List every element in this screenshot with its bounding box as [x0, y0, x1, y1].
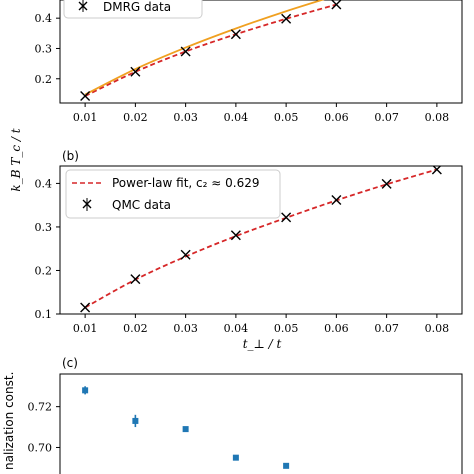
series-1-point-4-stroke-2	[281, 212, 292, 223]
panel-c-series	[82, 386, 290, 469]
series-2-line	[84, 0, 325, 96]
y-tick-label-0: 0.2	[35, 73, 53, 86]
y-tick-label-1: 0.3	[35, 42, 53, 55]
series-1-point-2	[180, 249, 191, 260]
data-point-0	[82, 387, 89, 394]
panel-a-frame	[59, 0, 463, 104]
data-point-3	[232, 454, 239, 461]
panel-a-series	[80, 0, 342, 102]
panel-b: (b) 0.10.20.30.4 0.01 0.02 0.03 0.04 0.05 0.0…	[35, 149, 463, 351]
series-1-point-0	[80, 302, 91, 313]
x-tick-label-0: 0.01	[73, 111, 98, 124]
y-tick-label-2: 0.3	[35, 221, 53, 234]
x-tick-label-0: 0.01	[73, 322, 98, 335]
data-point-1	[132, 417, 139, 424]
x-tick-label-4: 0.05	[274, 111, 299, 124]
series-1-point-5	[331, 194, 342, 205]
series-1-point-7	[431, 166, 442, 175]
panel-b-frame	[59, 165, 463, 315]
plot-area	[80, 166, 442, 313]
x-tick-label-3: 0.04	[224, 111, 249, 124]
y-tick-label-1: 0.72	[28, 401, 53, 414]
panel-b-legend-box	[65, 169, 281, 219]
series-0-point-5-stroke-2	[331, 0, 342, 10]
series-0-point-1	[130, 66, 141, 77]
series-0-point-0	[80, 91, 91, 102]
x-tick-label-6: 0.07	[374, 111, 399, 124]
series-0-point-4-stroke-2	[281, 13, 292, 24]
x-tick-label-7: 0.08	[425, 322, 450, 335]
series-0-point-3-stroke-2	[230, 29, 241, 40]
y-tick-label-0: 0.1	[35, 308, 53, 321]
series-0-point-0-stroke-2	[80, 91, 91, 102]
panel-c-y-ticks: 0.70 0.72	[28, 401, 60, 454]
legend-label-dmrg: DMRG data	[103, 0, 171, 14]
panel-a-x-ticks: 0.01 0.02 0.03 0.04 0.05 0.06 0.07 0.08	[73, 103, 449, 124]
series-1-point-5-stroke-2	[331, 194, 342, 205]
x-tick-label-1: 0.02	[123, 322, 148, 335]
series-0-point-3	[230, 29, 241, 40]
panel-c-y-axis-title: nalization const.	[2, 372, 16, 470]
series-0-point-5	[331, 0, 342, 10]
y-tick-label-0: 0.70	[28, 441, 53, 454]
x-tick-label-7: 0.08	[425, 111, 450, 124]
panel-c-frame	[59, 373, 463, 474]
series-0-point-2-stroke-2	[180, 46, 191, 57]
y-axis-title: k_B T_c / t	[9, 128, 23, 191]
legend-marker-dmrg	[78, 0, 88, 12]
series-0-point-4	[281, 13, 292, 24]
panel-b-y-ticks: 0.1 0.2 0.3 0.4	[35, 177, 60, 321]
series-1-point-2-stroke-2	[180, 249, 191, 260]
y-tick-label-1: 0.2	[35, 264, 53, 277]
panel-b-series	[80, 166, 442, 313]
y-tick-label-3: 0.4	[35, 177, 53, 190]
legend-marker-qmc	[82, 198, 92, 211]
x-axis-title: t_⊥ / t	[243, 337, 282, 351]
x-tick-label-1: 0.02	[123, 111, 148, 124]
series-1-point-1-stroke-2	[130, 274, 141, 285]
x-tick-label-2: 0.03	[173, 322, 198, 335]
series-1-line	[84, 3, 337, 97]
x-tick-label-5: 0.06	[324, 111, 349, 124]
panel-c: (c) nalization const. 0.70 0.72	[2, 356, 463, 474]
series-1-point-3	[230, 230, 241, 241]
panel-b-x-ticks: 0.01 0.02 0.03 0.04 0.05 0.06 0.07 0.08	[73, 314, 449, 335]
series-1-point-4	[281, 212, 292, 223]
panel-a-legend-box	[63, 0, 203, 19]
data-point-4	[283, 462, 290, 469]
panel-c-tag: (c)	[62, 356, 78, 370]
panel-a-legend: DMRG data	[63, 0, 203, 19]
x-tick-label-2: 0.03	[173, 111, 198, 124]
legend-label-fit: Power-law fit, c₂ ≈ 0.629	[112, 176, 260, 190]
plot-area	[80, 0, 342, 102]
panel-a-y-ticks: 0.2 0.3 0.4	[35, 12, 60, 86]
series-1-point-6-stroke-2	[381, 178, 392, 189]
series-1-point-7-stroke-2	[431, 166, 442, 175]
series-0-line	[84, 168, 438, 309]
series-0-point-1-stroke-2	[130, 66, 141, 77]
series-1-point-1	[130, 274, 141, 285]
legend-label-qmc: QMC data	[112, 198, 171, 212]
y-tick-label-2: 0.4	[35, 12, 53, 25]
x-tick-label-6: 0.07	[374, 322, 399, 335]
series-1-point-6	[381, 178, 392, 189]
panel-b-tag: (b)	[62, 149, 79, 163]
panel-b-legend: Power-law fit, c₂ ≈ 0.629 QMC data	[65, 169, 281, 219]
data-point-2	[182, 426, 189, 433]
x-tick-label-4: 0.05	[274, 322, 299, 335]
panel-a: 0.20.30.4 0.01 0.02 0.03 0.04 0.05 0.06 0.07 0.…	[35, 0, 463, 124]
x-tick-label-3: 0.04	[224, 322, 249, 335]
x-tick-label-5: 0.06	[324, 322, 349, 335]
series-1-point-0-stroke-2	[80, 302, 91, 313]
series-0-point-2	[180, 46, 191, 57]
series-1-point-3-stroke-2	[230, 230, 241, 241]
